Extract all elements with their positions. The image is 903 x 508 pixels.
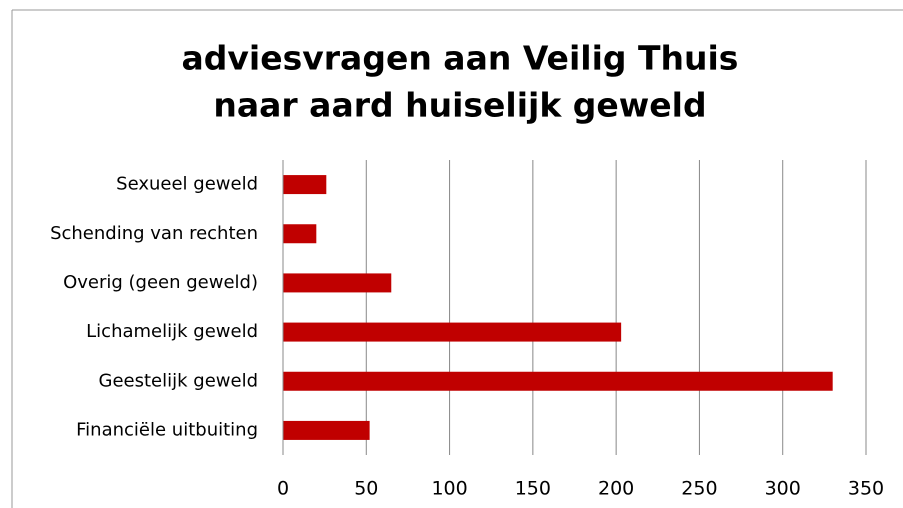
x-tick-label: 300 bbox=[765, 478, 801, 500]
y-tick-label: Sexueel geweld bbox=[116, 174, 258, 195]
y-tick-label: Lichamelijk geweld bbox=[86, 321, 258, 342]
bar bbox=[283, 371, 833, 391]
x-tick-label: 200 bbox=[598, 478, 634, 500]
x-tick-label: 100 bbox=[431, 478, 467, 500]
x-tick-label: 350 bbox=[848, 478, 884, 500]
bar bbox=[283, 175, 327, 195]
bar bbox=[283, 322, 622, 342]
chart-title: adviesvragen aan Veilig Thuis bbox=[182, 39, 739, 78]
x-tick-label: 150 bbox=[515, 478, 551, 500]
bar bbox=[283, 420, 370, 440]
chart-title: naar aard huiselijk geweld bbox=[213, 86, 706, 125]
x-tick-label: 250 bbox=[681, 478, 717, 500]
x-tick-label: 50 bbox=[354, 478, 378, 500]
y-tick-label: Schending van rechten bbox=[50, 223, 258, 244]
y-tick-label: Financiële uitbuiting bbox=[76, 419, 258, 440]
bar bbox=[283, 273, 392, 293]
x-tick-label: 0 bbox=[277, 478, 289, 500]
bar bbox=[283, 224, 317, 244]
y-tick-label: Overig (geen geweld) bbox=[63, 272, 258, 293]
y-tick-label: Geestelijk geweld bbox=[99, 370, 258, 391]
